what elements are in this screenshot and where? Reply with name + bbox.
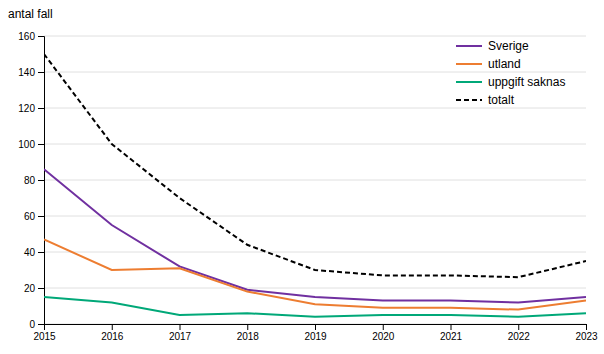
x-tick-mark: [518, 324, 519, 330]
grid-line: [44, 216, 586, 217]
series-line: [44, 169, 586, 302]
y-tick: 80: [24, 175, 44, 186]
y-tick: 0: [29, 319, 44, 330]
x-tick-mark: [247, 324, 248, 330]
x-tick-label: 2016: [101, 331, 124, 342]
x-tick-label: 2023: [575, 331, 598, 342]
legend-item: utland: [456, 57, 521, 71]
x-tick: 2023: [575, 324, 598, 342]
y-tick: 40: [24, 247, 44, 258]
legend-swatch: [456, 63, 482, 65]
grid-line: [44, 108, 586, 109]
y-tick-label: 120: [18, 103, 35, 114]
legend-item: Sverige: [456, 39, 529, 53]
legend-item: uppgift saknas: [456, 75, 565, 89]
y-tick: 100: [18, 139, 44, 150]
y-tick-mark: [38, 216, 44, 217]
x-tick-mark: [451, 324, 452, 330]
x-axis: 2015 2016 2017 2018 2019 2020 2021 2022 2023: [33, 324, 598, 342]
x-tick: 2022: [508, 324, 531, 342]
x-tick: 2015: [33, 324, 56, 342]
y-tick-label: 60: [24, 211, 36, 222]
legend-item: totalt: [456, 93, 515, 107]
y-tick-mark: [38, 288, 44, 289]
y-tick-label: 80: [24, 175, 36, 186]
x-tick-label: 2017: [169, 331, 192, 342]
grid-line: [44, 180, 586, 181]
y-tick: 60: [24, 211, 44, 222]
y-tick-label: 40: [24, 247, 36, 258]
y-tick-mark: [38, 108, 44, 109]
chart: 2015 2016 2017 2018 2019 2020 2021 2022 2023 0 20 4…: [0, 0, 604, 354]
y-tick: 160: [18, 31, 44, 42]
x-tick-label: 2022: [508, 331, 531, 342]
y-tick: 20: [24, 283, 44, 294]
y-tick-label: 140: [18, 67, 35, 78]
lines: [44, 54, 586, 317]
grid-line: [44, 252, 586, 253]
plot: 2015 2016 2017 2018 2019 2020 2021 2022 2023 0 20 4…: [18, 31, 598, 342]
legend-label: totalt: [488, 93, 515, 107]
series-line: [44, 239, 586, 309]
legend: Sverige utland uppgift saknas totalt: [456, 39, 565, 107]
y-tick-mark: [38, 324, 44, 325]
y-tick-mark: [38, 36, 44, 37]
x-tick-mark: [112, 324, 113, 330]
x-tick: 2017: [169, 324, 192, 342]
y-tick-mark: [38, 72, 44, 73]
y-tick-label: 20: [24, 283, 36, 294]
x-tick-label: 2020: [372, 331, 395, 342]
x-tick: 2018: [237, 324, 260, 342]
legend-swatch: [456, 99, 482, 101]
x-tick-mark: [383, 324, 384, 330]
y-axis-label: antal fall: [8, 7, 53, 21]
x-tick-mark: [180, 324, 181, 330]
x-tick-label: 2019: [304, 331, 327, 342]
y-tick: 120: [18, 103, 44, 114]
y-axis: 0 20 40 60 80 100 120 140 160: [18, 31, 44, 330]
legend-swatch: [456, 45, 482, 47]
series-line: [44, 297, 586, 317]
grid-line: [44, 36, 586, 37]
y-tick-mark: [38, 252, 44, 253]
x-tick-label: 2018: [237, 331, 260, 342]
y-tick-mark: [38, 144, 44, 145]
x-tick: 2016: [101, 324, 124, 342]
x-tick: 2021: [440, 324, 463, 342]
y-tick-label: 0: [29, 319, 35, 330]
y-tick-mark: [38, 180, 44, 181]
y-tick-label: 100: [18, 139, 35, 150]
x-tick: 2019: [304, 324, 327, 342]
x-tick: 2020: [372, 324, 395, 342]
grid-line: [44, 144, 586, 145]
grid: [44, 36, 586, 324]
legend-label: uppgift saknas: [488, 75, 565, 89]
x-tick-label: 2021: [440, 331, 463, 342]
y-tick: 140: [18, 67, 44, 78]
x-tick-mark: [586, 324, 587, 330]
legend-label: utland: [488, 57, 521, 71]
x-tick-mark: [315, 324, 316, 330]
y-axis-line: [38, 37, 45, 325]
y-tick-label: 160: [18, 31, 35, 42]
legend-swatch: [456, 81, 482, 83]
series-line: [44, 54, 586, 277]
grid-line: [44, 72, 586, 73]
x-axis-line: [45, 325, 587, 331]
grid-line: [44, 288, 586, 289]
legend-label: Sverige: [488, 39, 529, 53]
x-tick-label: 2015: [33, 331, 56, 342]
